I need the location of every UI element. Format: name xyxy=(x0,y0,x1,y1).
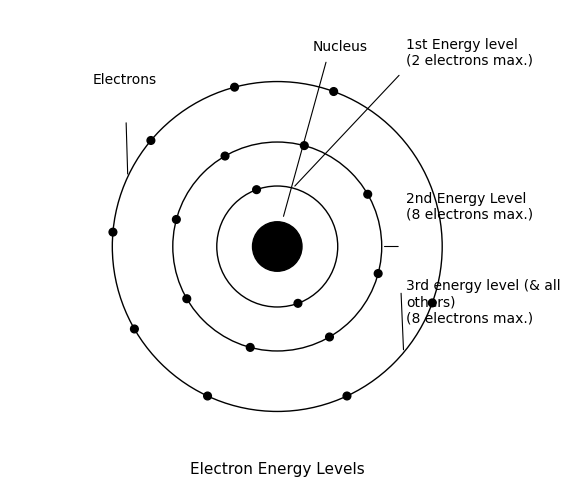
Text: 2nd Energy Level
(8 electrons max.): 2nd Energy Level (8 electrons max.) xyxy=(406,192,534,222)
Circle shape xyxy=(294,299,302,307)
Circle shape xyxy=(253,186,260,194)
Circle shape xyxy=(147,137,155,144)
Circle shape xyxy=(374,270,382,277)
Circle shape xyxy=(253,222,302,271)
Circle shape xyxy=(172,216,180,223)
Circle shape xyxy=(300,142,308,150)
Text: 1st Energy level
(2 electrons max.): 1st Energy level (2 electrons max.) xyxy=(406,38,534,68)
Circle shape xyxy=(130,325,139,333)
Circle shape xyxy=(221,152,229,160)
Text: Nucleus: Nucleus xyxy=(313,40,368,54)
Circle shape xyxy=(428,299,436,307)
Circle shape xyxy=(230,83,239,91)
Circle shape xyxy=(330,88,338,95)
Circle shape xyxy=(364,191,371,198)
Circle shape xyxy=(246,344,254,351)
Circle shape xyxy=(326,333,333,341)
Circle shape xyxy=(183,295,191,302)
Text: Electron Energy Levels: Electron Energy Levels xyxy=(190,463,365,477)
Circle shape xyxy=(109,228,117,236)
Circle shape xyxy=(204,392,211,400)
Text: Electrons: Electrons xyxy=(93,73,157,87)
Circle shape xyxy=(343,392,351,400)
Text: 3rd energy level (& all
others)
(8 electrons max.): 3rd energy level (& all others) (8 elect… xyxy=(406,280,561,326)
